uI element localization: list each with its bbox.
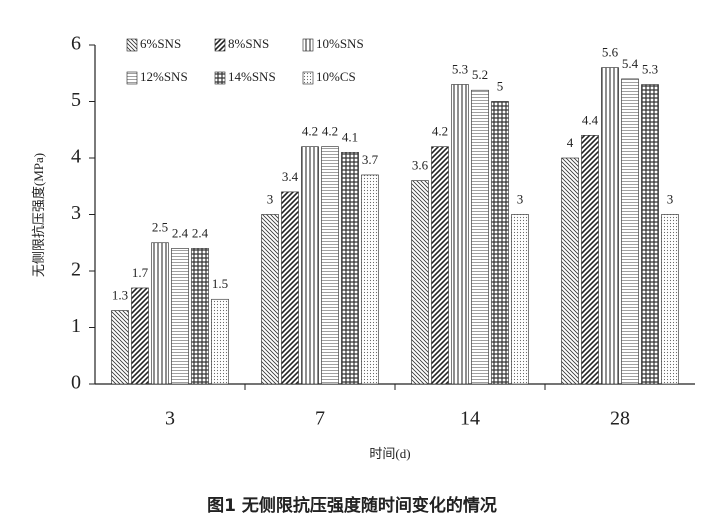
data-label: 2.5: [152, 220, 168, 235]
bar: [581, 135, 599, 385]
data-label: 3.6: [412, 158, 429, 173]
data-label: 5: [497, 78, 504, 93]
legend-label: 12%SNS: [140, 69, 188, 84]
data-label: 5.3: [642, 62, 658, 77]
legend-label: 10%CS: [316, 69, 356, 84]
bar: [661, 214, 679, 385]
bar: [211, 298, 229, 385]
data-label: 3: [517, 191, 524, 206]
x-tick-label: 28: [610, 408, 630, 430]
y-axis-label: 无侧限抗压强度(MPa): [31, 153, 46, 277]
legend-swatch: [302, 71, 314, 85]
data-label: 5.6: [602, 45, 619, 60]
y-tick-label: 5: [71, 89, 81, 111]
data-label: 5.4: [622, 56, 639, 71]
bar: [451, 84, 469, 385]
legend-label: 10%SNS: [316, 36, 364, 51]
bar: [261, 214, 279, 385]
bar: [191, 248, 209, 385]
data-label: 4.2: [302, 124, 318, 139]
bar: [641, 84, 659, 385]
x-tick-label: 14: [460, 408, 480, 430]
data-label: 3.4: [282, 169, 299, 184]
data-label: 4.2: [432, 124, 448, 139]
data-label: 1.5: [212, 276, 228, 291]
data-label: 5.3: [452, 62, 468, 77]
data-label: 3.7: [362, 152, 379, 167]
legend-swatch: [126, 38, 138, 52]
y-tick-label: 3: [71, 202, 81, 224]
data-label: 4.4: [582, 112, 599, 127]
bar: [361, 174, 379, 385]
bar: [411, 180, 429, 385]
legend-label: 8%SNS: [228, 36, 269, 51]
legend-swatch: [302, 38, 314, 52]
bar: [431, 146, 449, 385]
y-tick-label: 1: [71, 315, 81, 337]
x-tick-label: 3: [165, 408, 175, 430]
bar: [301, 146, 319, 385]
data-label: 1.3: [112, 288, 128, 303]
data-label: 4: [567, 135, 574, 150]
bar: [491, 101, 509, 385]
bar: [151, 242, 169, 385]
bar: [601, 67, 619, 385]
y-tick-label: 6: [71, 33, 81, 55]
bar: [321, 146, 339, 385]
bar: [111, 310, 129, 385]
legend-label: 6%SNS: [140, 36, 181, 51]
legend-label: 14%SNS: [228, 69, 276, 84]
bar: [131, 287, 149, 385]
data-label: 3: [267, 191, 274, 206]
data-label: 2.4: [172, 225, 189, 240]
data-label: 4.1: [342, 129, 358, 144]
x-tick-label: 7: [315, 408, 325, 430]
bar: [561, 157, 579, 385]
y-tick-label: 4: [71, 146, 81, 168]
legend-swatch: [126, 71, 138, 85]
bar: [281, 191, 299, 385]
data-label: 1.7: [132, 265, 149, 280]
bar: [511, 214, 529, 385]
y-tick-label: 2: [71, 259, 81, 281]
legend-swatch: [214, 71, 226, 85]
caption: 图1 无侧限抗压强度随时间变化的情况: [207, 495, 497, 516]
data-label: 5.2: [472, 67, 488, 82]
data-label: 3: [667, 191, 674, 206]
bar: [171, 248, 189, 385]
data-label: 4.2: [322, 124, 338, 139]
x-axis-label: 时间(d): [369, 446, 410, 461]
y-tick-label: 0: [71, 372, 81, 394]
bar: [621, 78, 639, 385]
bar: [471, 89, 489, 385]
legend-swatch: [214, 38, 226, 52]
bar: [341, 152, 359, 385]
data-label: 2.4: [192, 225, 209, 240]
